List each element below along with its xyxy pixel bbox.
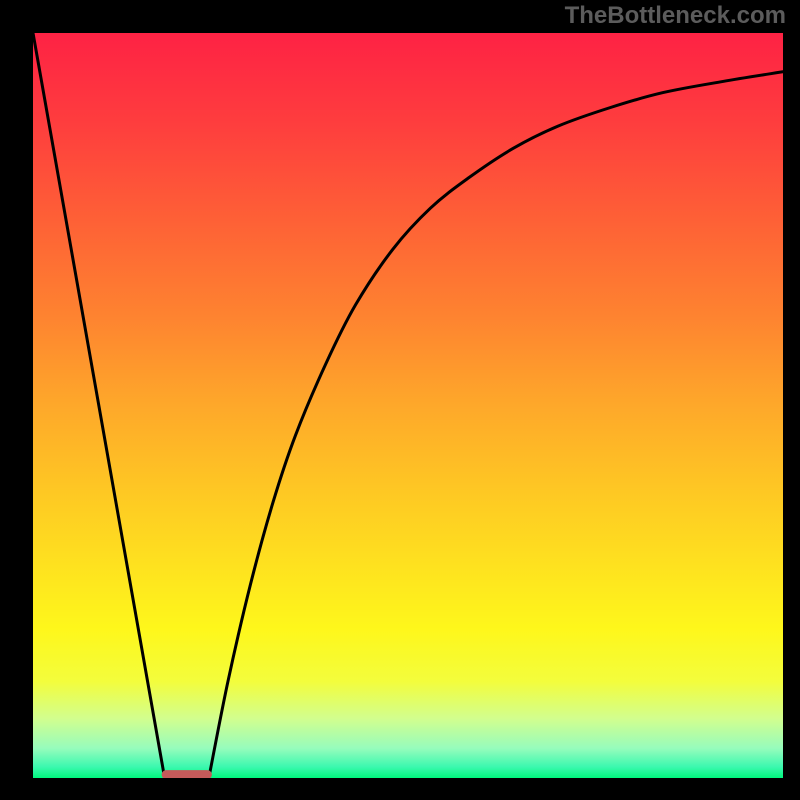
bottleneck-marker	[162, 770, 212, 778]
plot-area	[33, 33, 783, 778]
attribution-text: TheBottleneck.com	[565, 2, 786, 30]
figure-container: TheBottleneck.com	[0, 0, 800, 800]
plot-svg	[33, 33, 783, 778]
